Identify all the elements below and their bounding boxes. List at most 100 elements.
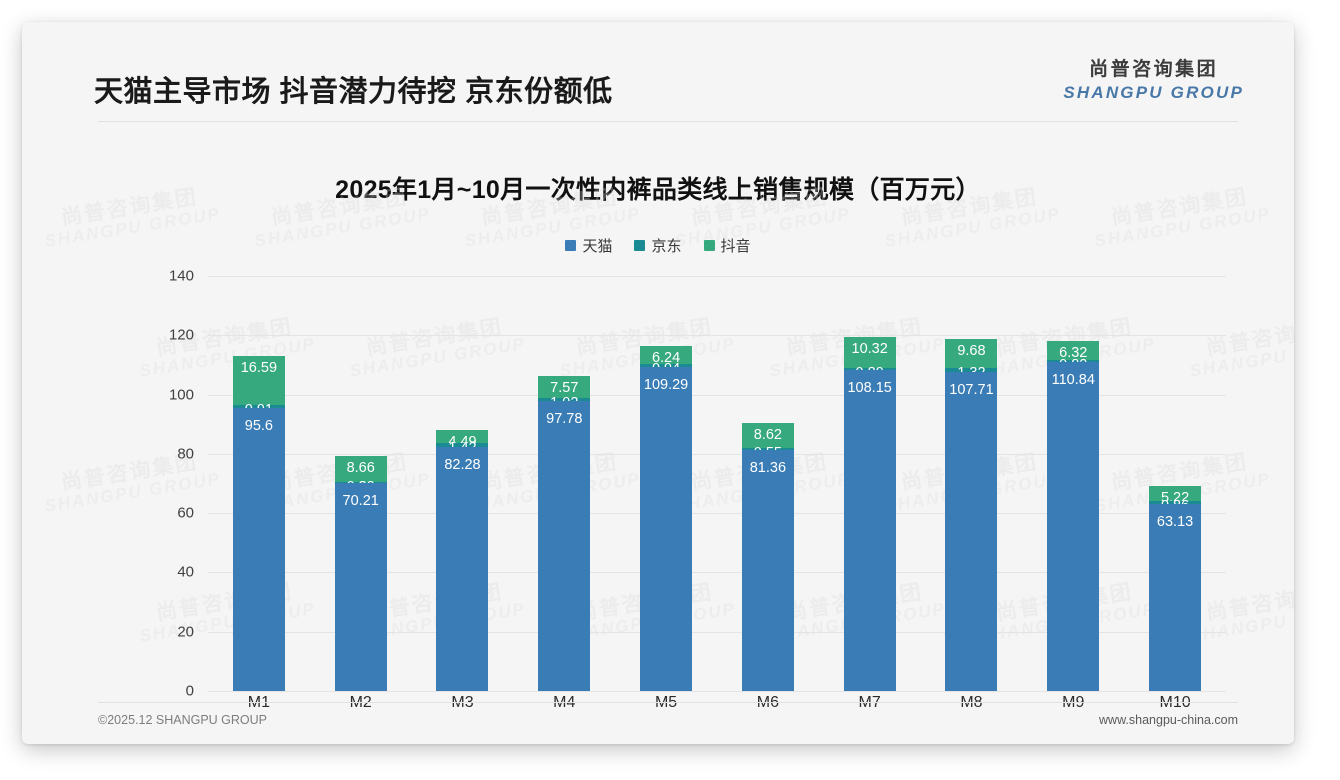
bar-column: 4.491.4282.28 bbox=[412, 276, 512, 691]
gridline bbox=[208, 335, 1226, 337]
x-axis-tick-label: M8 bbox=[960, 694, 983, 711]
bar-segment-抖音[interactable]: 8.66 bbox=[334, 456, 387, 482]
bar-value-label: 109.29 bbox=[643, 377, 689, 394]
stacked-bar[interactable]: 8.660.3970.21 bbox=[334, 456, 387, 691]
legend-item-0[interactable]: 天猫 bbox=[565, 235, 612, 256]
bar-segment-天猫[interactable]: 108.15 bbox=[843, 370, 896, 691]
bar-column: 6.320.82110.84 bbox=[1023, 276, 1123, 691]
bar-segment-抖音[interactable]: 5.22 bbox=[1149, 485, 1202, 506]
bar-segment-抖音[interactable]: 8.62 bbox=[741, 422, 794, 449]
bar-value-label: 95.6 bbox=[244, 417, 273, 434]
brand-logo: 尚普咨询集团 SHANGPU GROUP bbox=[1063, 60, 1244, 101]
bar-segment-抖音[interactable]: 6.32 bbox=[1047, 341, 1100, 361]
header: 天猫主导市场 抖音潜力待挖 京东份额低 尚普咨询集团 SHANGPU GROUP bbox=[22, 22, 1294, 122]
legend-item-2[interactable]: 抖音 bbox=[703, 235, 751, 256]
x-axis-tick-label: M1 bbox=[247, 694, 270, 711]
x-axis-labels: M1 M2 M3 M4 M5 M6 M7 M8 M9 M10 bbox=[208, 694, 1226, 712]
gridline bbox=[208, 631, 1226, 633]
bar-value-label: 70.21 bbox=[342, 492, 379, 509]
bar-column: 6.240.94109.29 bbox=[616, 276, 716, 691]
stacked-bar[interactable]: 16.590.9195.6 bbox=[232, 355, 285, 691]
bar-value-label: 107.71 bbox=[949, 381, 994, 398]
bar-value-label: 63.13 bbox=[1156, 513, 1194, 530]
stacked-bar[interactable]: 6.240.94109.29 bbox=[640, 345, 693, 691]
bar-segment-天猫[interactable]: 70.21 bbox=[334, 482, 387, 691]
chart-title: 2025年1月~10月一次性内裤品类线上销售规模（百万元） bbox=[335, 176, 981, 204]
bar-value-label: 8.66 bbox=[346, 460, 375, 477]
stacked-bar[interactable]: 6.320.82110.84 bbox=[1047, 341, 1100, 691]
bar-value-label: 81.36 bbox=[749, 459, 787, 476]
footer-divider bbox=[98, 702, 1238, 703]
legend-swatch-icon bbox=[634, 240, 646, 251]
bar-segment-抖音[interactable]: 4.49 bbox=[436, 429, 489, 450]
bar-segment-天猫[interactable]: 95.6 bbox=[232, 407, 285, 691]
y-axis-tick-label: 60 bbox=[177, 504, 194, 522]
x-axis-tick-label: M6 bbox=[756, 694, 779, 711]
legend-label: 京东 bbox=[651, 238, 682, 255]
bar-segment-天猫[interactable]: 82.28 bbox=[436, 447, 489, 691]
legend-label: 抖音 bbox=[720, 238, 751, 255]
bar-segment-抖音[interactable]: 7.57 bbox=[538, 375, 591, 399]
stacked-bar[interactable]: 5.220.8663.13 bbox=[1149, 485, 1202, 691]
stacked-bar[interactable]: 10.320.89108.15 bbox=[843, 337, 896, 691]
bar-column: 10.320.89108.15 bbox=[820, 276, 920, 691]
chart-legend: 天猫 京东 抖音 bbox=[22, 235, 1294, 256]
chart-plot-area: 140 120 100 80 60 40 20 0 16.590.9195.6 8.660.39… bbox=[169, 268, 1226, 700]
logo-english-text: SHANGPU GROUP bbox=[1063, 83, 1244, 102]
bar-column: 9.681.32107.71 bbox=[921, 276, 1021, 691]
slide-card: 天猫主导市场 抖音潜力待挖 京东份额低 尚普咨询集团 SHANGPU GROUP… bbox=[22, 22, 1294, 744]
stacked-bar[interactable]: 4.491.4282.28 bbox=[436, 429, 489, 691]
footer-website[interactable]: www.shangpu-china.com bbox=[1099, 713, 1238, 727]
footer-copyright: ©2025.12 SHANGPU GROUP bbox=[98, 713, 267, 727]
gridline bbox=[208, 572, 1226, 574]
stacked-bar[interactable]: 8.620.5581.36 bbox=[741, 422, 794, 691]
gridline bbox=[208, 513, 1226, 515]
bar-segment-天猫[interactable]: 97.78 bbox=[538, 401, 591, 691]
logo-chinese-text: 尚普咨询集团 bbox=[1089, 59, 1219, 80]
y-axis-tick-label: 0 bbox=[185, 682, 194, 700]
bar-group: 16.590.9195.6 8.660.3970.21 4.491.4282.28 7… bbox=[208, 276, 1226, 691]
bar-segment-天猫[interactable]: 107.71 bbox=[945, 371, 998, 691]
legend-item-1[interactable]: 京东 bbox=[634, 235, 682, 256]
y-axis-tick-label: 140 bbox=[168, 267, 194, 285]
bar-value-label: 16.59 bbox=[240, 359, 278, 376]
legend-swatch-icon bbox=[565, 240, 577, 251]
bar-segment-抖音[interactable]: 16.59 bbox=[232, 355, 285, 405]
y-axis-tick-label: 20 bbox=[177, 623, 194, 641]
header-divider bbox=[98, 121, 1238, 122]
bar-value-label: 8.62 bbox=[753, 426, 782, 443]
bar-segment-抖音[interactable]: 9.68 bbox=[945, 339, 998, 368]
stacked-bar[interactable]: 9.681.32107.71 bbox=[945, 339, 998, 691]
bar-value-label: 7.57 bbox=[550, 379, 579, 396]
bar-segment-天猫[interactable]: 109.29 bbox=[640, 367, 693, 691]
bar-value-label: 9.68 bbox=[957, 343, 986, 360]
x-axis-tick-label: M7 bbox=[858, 694, 881, 711]
bar-value-label: 10.32 bbox=[851, 341, 888, 358]
bar-segment-抖音[interactable]: 10.32 bbox=[843, 337, 896, 368]
bar-value-label: 110.84 bbox=[1051, 372, 1095, 389]
y-axis-tick-label: 120 bbox=[168, 326, 194, 344]
x-axis-tick-label: M5 bbox=[654, 694, 678, 711]
x-axis-tick-label: M3 bbox=[451, 694, 474, 711]
bar-segment-天猫[interactable]: 81.36 bbox=[741, 449, 794, 691]
gridline bbox=[208, 276, 1226, 277]
legend-label: 天猫 bbox=[582, 238, 613, 255]
bar-segment-天猫[interactable]: 63.13 bbox=[1149, 503, 1202, 691]
gridline bbox=[208, 394, 1226, 396]
x-axis-tick-label: M9 bbox=[1062, 694, 1085, 711]
x-axis-tick-label: M10 bbox=[1159, 694, 1191, 711]
page-title: 天猫主导市场 抖音潜力待挖 京东份额低 bbox=[94, 76, 613, 108]
bar-value-label: 108.15 bbox=[847, 380, 892, 397]
y-axis-tick-label: 40 bbox=[177, 563, 194, 581]
bar-segment-天猫[interactable]: 110.84 bbox=[1047, 362, 1100, 691]
stacked-bar[interactable]: 7.571.0297.78 bbox=[538, 375, 591, 691]
bar-column: 5.220.8663.13 bbox=[1125, 276, 1225, 691]
bar-segment-抖音[interactable]: 6.24 bbox=[640, 345, 693, 366]
bar-column: 8.660.3970.21 bbox=[311, 276, 411, 691]
bar-column: 8.620.5581.36 bbox=[718, 276, 818, 691]
y-axis-tick-label: 80 bbox=[177, 445, 194, 463]
x-axis-tick-label: M4 bbox=[553, 694, 576, 711]
gridline bbox=[208, 691, 1226, 692]
bar-value-label: 97.78 bbox=[546, 411, 583, 428]
